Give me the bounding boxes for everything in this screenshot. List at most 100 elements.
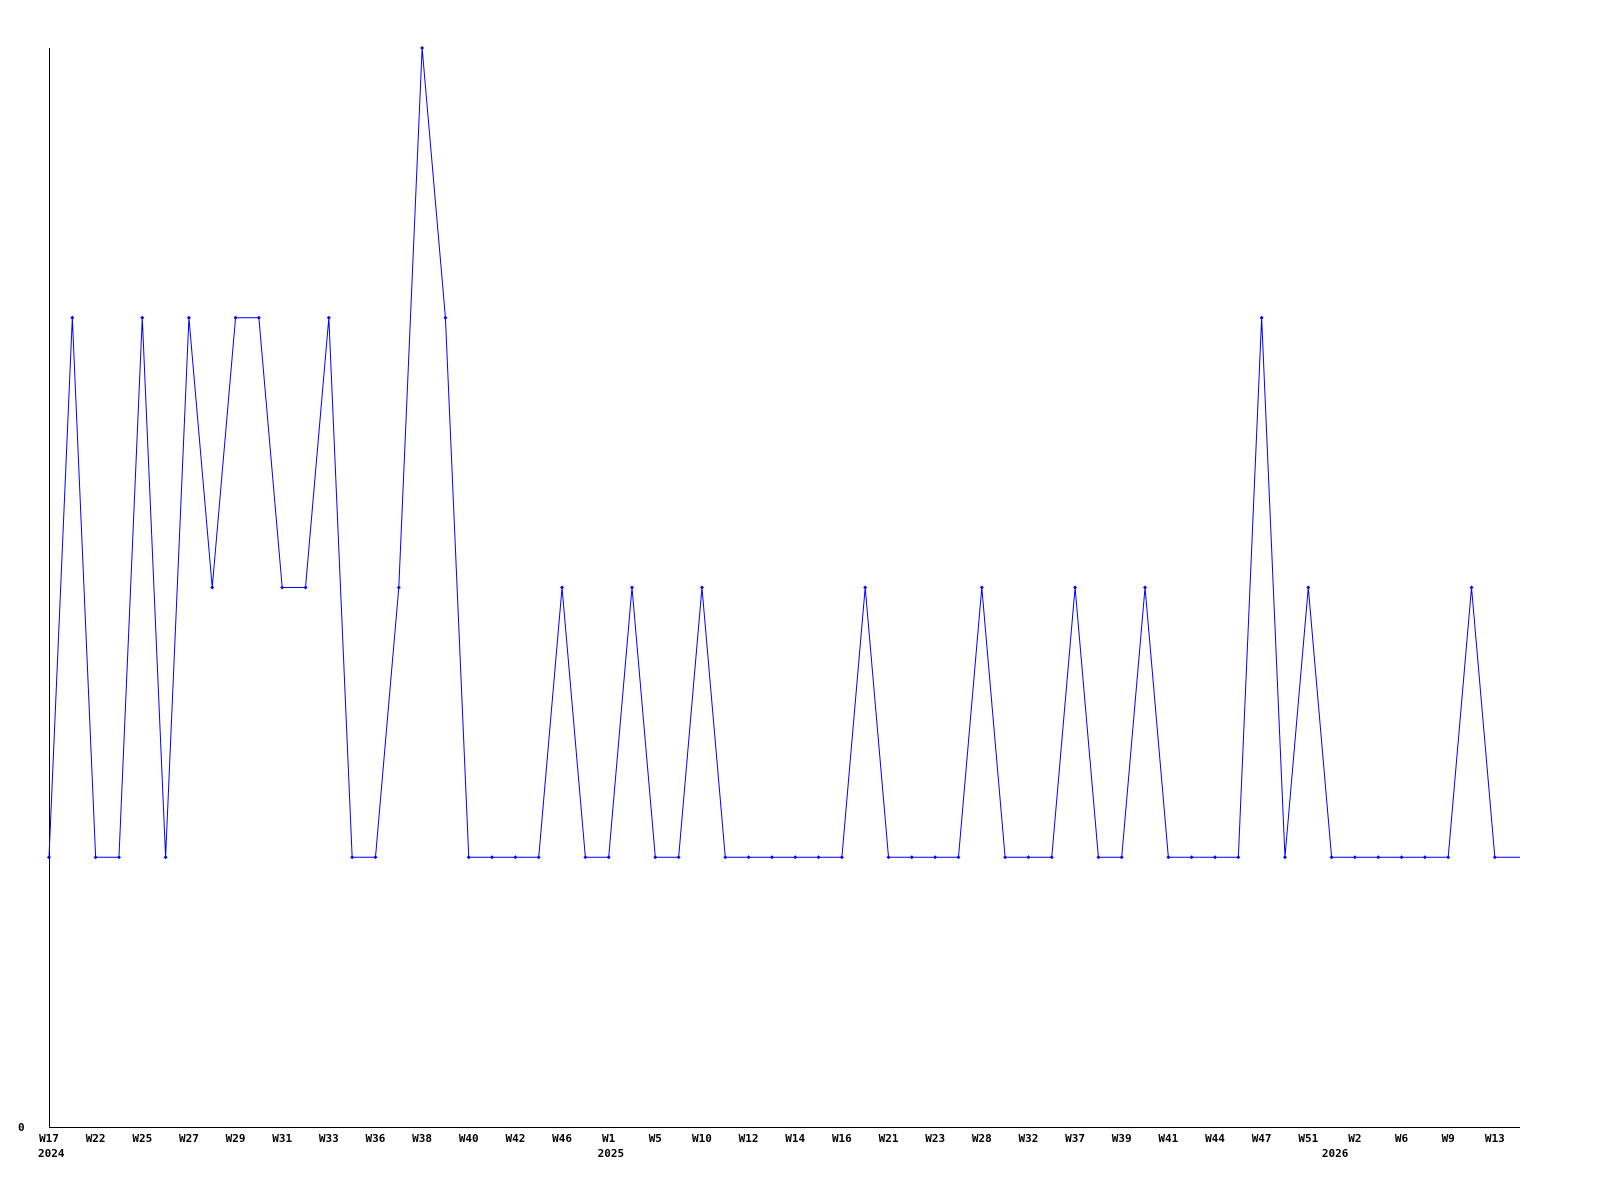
x-tick-label: W37 (1065, 1132, 1085, 1145)
data-point-marker (1376, 855, 1381, 860)
x-tick-label: W10 (692, 1132, 712, 1145)
data-point-marker (699, 585, 704, 590)
data-point-marker (1119, 855, 1124, 860)
x-tick-label: W29 (226, 1132, 246, 1145)
data-point-marker (793, 855, 798, 860)
x-tick-label: W44 (1205, 1132, 1225, 1145)
data-point-marker (466, 855, 471, 860)
data-point-marker (1236, 855, 1241, 860)
data-point-marker (1259, 315, 1264, 320)
data-point-marker (863, 585, 868, 590)
x-tick-label: W5 (649, 1132, 662, 1145)
x-tick-label: W51 (1298, 1132, 1318, 1145)
data-point-marker (909, 855, 914, 860)
data-point-marker (653, 855, 658, 860)
data-point-marker (1306, 585, 1311, 590)
data-point-marker (326, 315, 331, 320)
x-tick-label: W2 (1348, 1132, 1361, 1145)
data-point-marker (186, 315, 191, 320)
data-point-marker (583, 855, 588, 860)
x-tick-label: W16 (832, 1132, 852, 1145)
data-point-marker (1166, 855, 1171, 860)
data-point-marker (839, 855, 844, 860)
data-point-marker (490, 855, 495, 860)
data-point-marker (816, 855, 821, 860)
data-point-marker (886, 855, 891, 860)
y-tick-label: 0 (18, 1121, 25, 1134)
series-line (48, 47, 1520, 858)
data-point-marker (1003, 855, 1008, 860)
data-point-marker (70, 315, 75, 320)
x-tick-label: W22 (86, 1132, 106, 1145)
data-point-marker (676, 855, 681, 860)
year-label: 2025 (598, 1147, 625, 1160)
data-point-marker (396, 585, 401, 590)
x-tick-label: W6 (1395, 1132, 1409, 1145)
x-tick-label: W40 (459, 1132, 479, 1145)
data-point-marker (1399, 855, 1404, 860)
x-tick-label: W31 (272, 1132, 292, 1145)
x-tick-label: W9 (1442, 1132, 1455, 1145)
data-point-marker (1446, 855, 1451, 860)
data-point-marker (979, 585, 984, 590)
data-point-marker (443, 315, 448, 320)
data-point-marker (93, 855, 98, 860)
data-point-marker (233, 315, 238, 320)
data-point-marker (280, 585, 285, 590)
data-point-marker (1422, 855, 1427, 860)
data-point-marker (1469, 585, 1474, 590)
data-point-marker (1143, 585, 1148, 590)
x-tick-label: W13 (1485, 1132, 1505, 1145)
data-point-marker (933, 855, 938, 860)
data-point-marker (536, 855, 541, 860)
data-point-marker (350, 855, 355, 860)
data-point-marker (630, 585, 634, 590)
year-label: 2026 (1322, 1147, 1349, 1160)
data-point-marker (769, 855, 774, 860)
data-point-marker (420, 46, 425, 50)
x-tick-label: W1 (602, 1132, 616, 1145)
x-tick-label: W12 (739, 1132, 759, 1145)
year-label: 2024 (38, 1147, 65, 1160)
x-tick-label: W46 (552, 1132, 572, 1145)
x-tick-label: W21 (879, 1132, 899, 1145)
data-point-marker (256, 315, 261, 320)
x-tick-label: W23 (925, 1132, 945, 1145)
data-point-marker (1213, 855, 1217, 860)
data-point-marker (116, 855, 121, 860)
x-tick-label: W27 (179, 1132, 199, 1145)
x-tick-label: W36 (366, 1132, 386, 1145)
data-point-marker (723, 855, 728, 860)
data-point-marker (1073, 585, 1078, 590)
data-point-marker (1329, 855, 1334, 860)
data-point-marker (1189, 855, 1194, 860)
x-tick-label: W42 (505, 1132, 525, 1145)
data-point-marker (956, 855, 961, 860)
x-tick-label: W28 (972, 1132, 992, 1145)
x-tick-label: W38 (412, 1132, 432, 1145)
x-tick-label: W32 (1019, 1132, 1039, 1145)
data-point-marker (746, 855, 751, 860)
data-point-marker (1026, 855, 1031, 860)
data-point-marker (47, 855, 51, 860)
data-point-marker (210, 585, 215, 590)
data-point-marker (140, 315, 145, 320)
x-tick-label: W25 (132, 1132, 152, 1145)
x-tick-label: W17 (39, 1132, 59, 1145)
x-tick-label: W39 (1112, 1132, 1132, 1145)
x-tick-label: W47 (1252, 1132, 1272, 1145)
data-point-marker (1096, 855, 1101, 860)
data-point-marker (560, 585, 565, 590)
data-point-marker (163, 855, 168, 860)
data-point-marker (1352, 855, 1357, 860)
data-point-marker (606, 855, 611, 860)
data-point-marker (1049, 855, 1054, 860)
data-point-marker (373, 855, 378, 860)
data-point-marker (303, 585, 308, 590)
x-tick-label: W33 (319, 1132, 339, 1145)
data-point-marker (1492, 855, 1497, 860)
x-tick-label: W41 (1158, 1132, 1178, 1145)
x-tick-label: W14 (785, 1132, 805, 1145)
data-point-marker (513, 855, 518, 860)
